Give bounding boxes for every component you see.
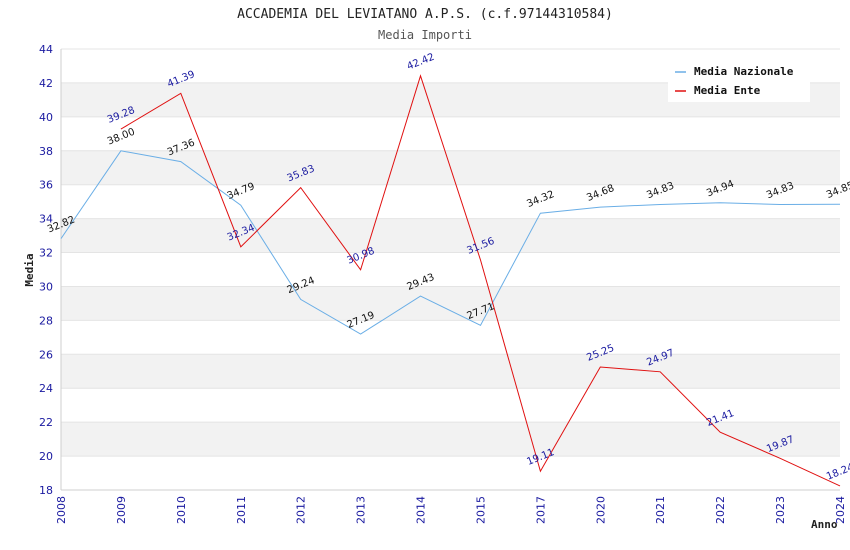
y-tick-label: 32 xyxy=(39,247,53,260)
y-tick-label: 36 xyxy=(39,179,53,192)
axes xyxy=(60,49,840,491)
grid-band xyxy=(61,218,840,253)
series-line-media-nazionale xyxy=(60,150,841,335)
point-label: 34.32 xyxy=(525,189,556,210)
y-tick-label: 38 xyxy=(39,145,53,158)
x-tick-label: 2024 xyxy=(834,496,847,524)
x-tick-label: 2020 xyxy=(594,496,607,524)
y-tick-label: 26 xyxy=(39,348,53,361)
x-tick-label: 2010 xyxy=(175,496,188,524)
legend-box xyxy=(668,60,810,102)
point-label: 34.68 xyxy=(585,183,616,204)
legend: Media Nazionale Media Ente xyxy=(668,60,810,102)
x-tick-label: 2017 xyxy=(534,496,547,524)
y-tick-label: 28 xyxy=(39,314,53,327)
x-axis-label: Anno xyxy=(811,518,838,531)
grid-bands xyxy=(61,82,840,457)
x-tick-label: 2014 xyxy=(415,496,428,524)
grid-band xyxy=(61,422,840,457)
y-tick-label: 42 xyxy=(39,77,53,90)
y-tick-label: 20 xyxy=(39,450,53,463)
chart-title: ACCADEMIA DEL LEVIATANO A.P.S. (c.f.9714… xyxy=(237,7,613,22)
y-tick-label: 34 xyxy=(39,213,53,226)
grid-band xyxy=(61,286,840,321)
x-tick-label: 2013 xyxy=(355,496,368,524)
point-label: 18.24 xyxy=(825,462,850,483)
x-tick-labels: 2008 2009 2010 2011 2012 2013 2014 2015 2017 2020… xyxy=(55,496,847,524)
y-tick-label: 44 xyxy=(39,43,53,56)
point-label: 42.42 xyxy=(406,52,437,73)
point-label: 38.00 xyxy=(106,127,137,148)
grid-lines xyxy=(61,48,840,491)
legend-label-media-ente: Media Ente xyxy=(694,84,761,97)
legend-label-media-nazionale: Media Nazionale xyxy=(694,65,794,78)
y-tick-label: 22 xyxy=(39,416,53,429)
x-tick-label: 2009 xyxy=(115,496,128,524)
y-tick-label: 24 xyxy=(39,382,53,395)
x-tick-label: 2012 xyxy=(295,496,308,524)
x-tick-label: 2015 xyxy=(474,496,487,524)
grid-band xyxy=(61,354,840,389)
series-lines xyxy=(60,74,841,487)
y-tick-labels: 18 20 22 24 26 28 30 32 34 36 38 40 42 44 xyxy=(39,43,53,497)
x-tick-label: 2011 xyxy=(235,496,248,524)
y-tick-label: 30 xyxy=(39,280,53,293)
y-tick-label: 18 xyxy=(39,484,53,497)
x-tick-label: 2022 xyxy=(714,496,727,524)
y-axis-label: Media xyxy=(23,253,36,286)
series-line-media-ente xyxy=(120,74,841,487)
x-tick-label: 2008 xyxy=(55,496,68,524)
x-tick-label: 2021 xyxy=(654,496,667,524)
y-tick-label: 40 xyxy=(39,111,53,124)
chart-subtitle: Media Importi xyxy=(378,28,472,42)
x-tick-label: 2023 xyxy=(774,496,787,524)
